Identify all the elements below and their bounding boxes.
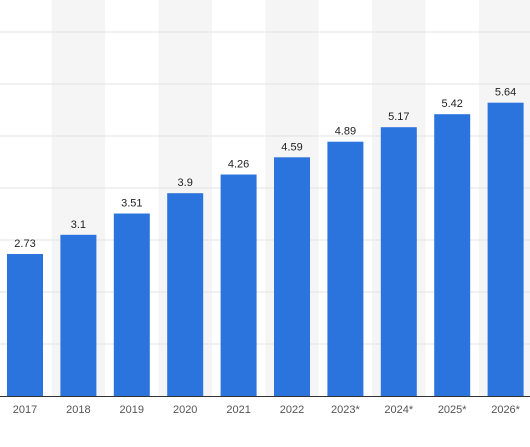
x-tick-label: 2021 — [226, 404, 250, 416]
bar-2019 — [113, 213, 150, 396]
bar-2017 — [7, 254, 43, 396]
value-label: 2.73 — [14, 238, 35, 250]
value-label: 4.89 — [335, 126, 356, 138]
bar-2018 — [60, 234, 97, 396]
x-axis: 2017 2018 2019 2020 2021 2022 2023* 2024* 2025* 2… — [0, 396, 530, 416]
x-tick-label: 2022 — [280, 404, 304, 416]
value-label: 4.26 — [228, 159, 249, 171]
value-label: 3.9 — [178, 177, 193, 189]
value-labels: 2.73 3.1 3.51 3.9 4.26 4.59 4.89 5.17 5.42 5.64 — [14, 87, 516, 250]
x-tick-label: 2023* — [331, 404, 360, 416]
bar-2023 — [327, 141, 364, 396]
x-tick-label: 2026* — [491, 404, 520, 416]
value-label: 5.64 — [495, 87, 516, 99]
bars — [7, 102, 524, 396]
x-tick-label: 2024* — [384, 404, 413, 416]
bar-2021 — [220, 174, 257, 396]
x-tick-label: 2025* — [438, 404, 467, 416]
bar-2022 — [274, 157, 310, 396]
bar-2020 — [167, 193, 204, 396]
value-label: 5.17 — [388, 111, 409, 123]
x-tick-label: 2019 — [120, 404, 144, 416]
bar-2026 — [487, 102, 524, 396]
bar-2025 — [434, 114, 471, 396]
bar-2024 — [380, 127, 417, 396]
x-tick-label: 2017 — [13, 404, 37, 416]
value-label: 4.59 — [281, 141, 302, 153]
value-label: 3.51 — [121, 198, 142, 210]
x-tick-label: 2018 — [66, 404, 90, 416]
value-label: 5.42 — [441, 98, 462, 110]
value-label: 3.1 — [71, 219, 86, 231]
x-tick-label: 2020 — [173, 404, 197, 416]
